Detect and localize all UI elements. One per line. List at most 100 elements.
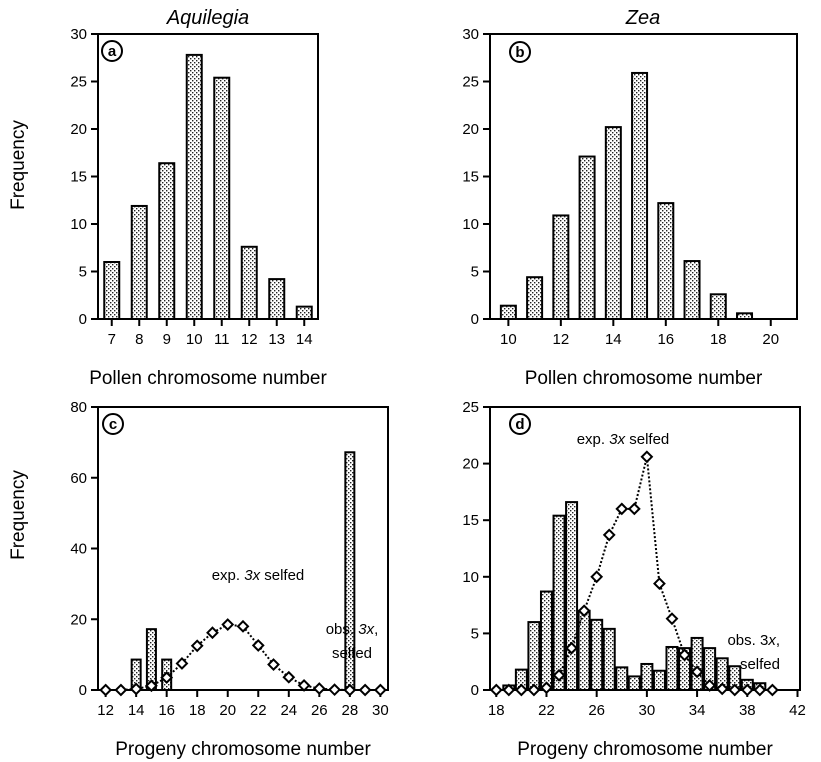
- expected-point: [715, 682, 729, 696]
- y-tick-label: 15: [462, 512, 479, 529]
- x-tick-label: 30: [372, 702, 389, 719]
- annotation-text-part: ,: [374, 621, 378, 638]
- y-tick-label: 10: [462, 216, 479, 233]
- y-tick-label: 25: [462, 399, 479, 416]
- x-tick-label: 20: [219, 702, 236, 719]
- bar: [665, 645, 679, 692]
- y-tick-label: 0: [471, 682, 479, 699]
- y-tick-label: 5: [79, 264, 87, 281]
- bar: [552, 514, 566, 691]
- bar: [640, 662, 654, 691]
- y-tick-label: 5: [471, 625, 479, 642]
- annotation-text-part: obs.: [326, 621, 359, 638]
- x-tick-label: 12: [241, 331, 258, 348]
- annotation-text-part: ,: [776, 632, 780, 649]
- bar: [565, 501, 579, 692]
- expected-point: [753, 683, 767, 697]
- bar: [652, 669, 666, 691]
- bar: [240, 245, 258, 320]
- x-tick-label: 14: [605, 331, 622, 348]
- expected-point: [615, 502, 629, 516]
- expected-point: [251, 639, 265, 652]
- expected-point: [653, 577, 666, 591]
- bar: [526, 276, 544, 321]
- expected-point: [577, 604, 591, 618]
- expected-point: [343, 683, 357, 697]
- x-tick-label: 9: [163, 331, 171, 348]
- annotation-text-part: selfed: [625, 431, 669, 448]
- expected-point: [540, 681, 553, 695]
- expected-point: [373, 683, 387, 697]
- expected-point: [221, 618, 235, 631]
- expected-point: [690, 665, 704, 679]
- x-axis-label: Pollen chromosome number: [89, 368, 327, 389]
- annotation: obs. 3x,: [727, 632, 780, 649]
- bar: [631, 71, 649, 320]
- y-tick-label: 40: [70, 541, 87, 558]
- chart-panel-d: 0 5 10 15 20 25 18 22 26 30 34 38 42 d Progeny chromos…: [462, 399, 806, 760]
- bar: [678, 647, 692, 692]
- bar: [539, 590, 553, 691]
- expected-point: [552, 668, 566, 682]
- y-tick-label: 60: [70, 470, 87, 487]
- y-tick-label: 30: [462, 26, 479, 43]
- x-tick-label: 12: [97, 702, 114, 719]
- expected-point: [665, 612, 679, 626]
- x-tick-label: 42: [789, 702, 806, 719]
- bar: [295, 305, 313, 320]
- expected-point: [527, 683, 541, 697]
- annotation-line2: selfed: [332, 645, 372, 662]
- expected-point: [627, 502, 641, 516]
- annotation-line2: selfed: [740, 656, 780, 673]
- chart-panel-a: 0 5 10 15 20 25 30 7 8 9 10 11 12 13 14 a Aquilegia Polle…: [70, 7, 327, 389]
- x-tick-label: 18: [189, 702, 206, 719]
- panel-letter-circle: [102, 413, 124, 435]
- expected-point: [640, 450, 654, 464]
- bar: [552, 214, 570, 320]
- expected-point: [282, 670, 296, 684]
- chart-panel-b: 0 5 10 15 20 25 30 10 12 14 16 18 20 b Zea Pollen chrom…: [462, 7, 798, 389]
- x-tick-label: 13: [268, 331, 285, 348]
- x-tick-label: 16: [158, 702, 175, 719]
- annotation-text-part: obs. 3: [727, 632, 768, 649]
- panel-letter: c: [109, 416, 117, 433]
- x-axis-label: Pollen chromosome number: [525, 368, 763, 389]
- y-tick-label: 20: [462, 121, 479, 138]
- y-tick-label: 10: [70, 216, 87, 233]
- bar: [527, 621, 541, 692]
- expected-point: [328, 683, 341, 697]
- x-tick-label: 20: [762, 331, 779, 348]
- bar: [499, 304, 517, 321]
- bar: [185, 53, 203, 321]
- expected-point: [267, 658, 280, 671]
- x-tick-label: 18: [710, 331, 727, 348]
- annotation: exp. 3x selfed: [212, 567, 305, 584]
- x-tick-label: 38: [739, 702, 756, 719]
- panel-letter-circle: [509, 41, 531, 63]
- expected-point: [740, 683, 754, 697]
- bar: [590, 618, 604, 691]
- x-tick-label: 14: [296, 331, 313, 348]
- annotation-text-part: 3x: [358, 621, 374, 638]
- panel-letter: a: [108, 43, 117, 60]
- y-tick-label: 15: [462, 169, 479, 186]
- annotation-text-part: x: [767, 632, 776, 649]
- panel-letter-circle: [509, 413, 531, 435]
- bar: [604, 126, 622, 320]
- x-tick-label: 28: [341, 702, 358, 719]
- x-tick-label: 34: [689, 702, 706, 719]
- y-tick-label: 0: [471, 311, 479, 328]
- x-tick-label: 24: [280, 702, 297, 719]
- y-tick-label: 0: [79, 682, 87, 699]
- y-axis-label-bottom: Frequency: [8, 470, 29, 560]
- x-tick-label: 12: [553, 331, 570, 348]
- bar: [578, 155, 596, 320]
- chart-panel-c: 0 20 40 60 80 12 14 16 18 20 22 24 26 28 30 c Progeny ch…: [70, 399, 389, 760]
- panel-letter: b: [515, 44, 524, 61]
- bar: [690, 636, 704, 691]
- x-tick-label: 14: [128, 702, 145, 719]
- expected-point: [590, 570, 604, 584]
- bar: [683, 260, 701, 320]
- expected-point: [703, 679, 717, 692]
- x-tick-label: 16: [657, 331, 674, 348]
